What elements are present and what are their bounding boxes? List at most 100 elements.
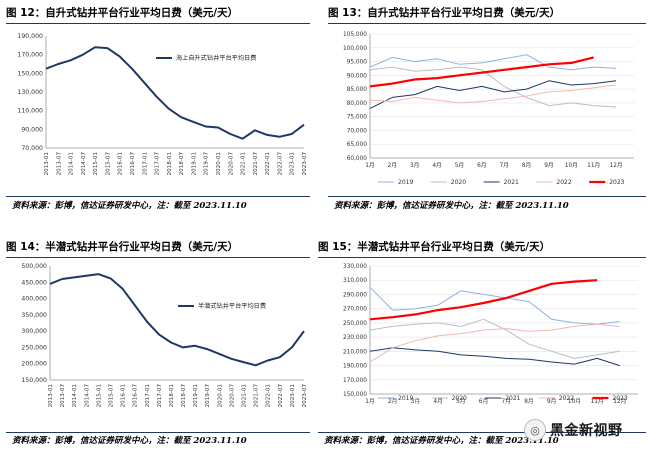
y-tick-label: 350,000 <box>21 312 47 319</box>
y-tick-label: 150,000 <box>21 377 47 384</box>
x-tick-label: 2021-07 <box>253 152 259 176</box>
x-tick-label: 2018-07 <box>181 384 187 408</box>
legend-label: 2023 <box>612 395 627 402</box>
y-tick-label: 110,000 <box>17 108 43 115</box>
x-tick-label: 2017-07 <box>155 152 161 176</box>
y-tick-label: 150,000 <box>343 392 367 398</box>
source-divider <box>6 432 310 433</box>
chart-panel-13: 图 13：自升式钻井平台行业平均日费（美元/天） 60,000 65,000 70,… <box>328 6 646 216</box>
legend-label: 2019 <box>398 179 413 186</box>
y-tick-label: 80,000 <box>347 101 368 107</box>
y-tick-label: 210,000 <box>343 349 367 355</box>
x-tick-label: 2015-07 <box>108 384 114 408</box>
x-tick-label: 6月 <box>477 162 487 169</box>
x-tick-label: 7月 <box>499 162 509 169</box>
title-divider <box>328 23 646 24</box>
figure-title: 图 12：自升式钻井平台行业平均日费（美元/天） <box>6 7 239 19</box>
title-divider <box>6 257 310 258</box>
x-tick-label: 2021-07 <box>254 384 260 408</box>
x-tick-label: 2013-07 <box>56 152 62 176</box>
x-tick-label: 3月 <box>411 398 421 405</box>
y-tick-label: 270,000 <box>343 307 367 313</box>
y-tick-label: 70,000 <box>347 128 368 134</box>
source-note: 资料来源：彭博，信达证券研发中心，注：截至 2023.11.10 <box>12 436 247 446</box>
y-tick-label: 230,000 <box>343 335 367 341</box>
chart-panel-14: 图 14：半潜式钻井平台行业平均日费（美元/天） 150,000 200,000 2… <box>6 240 310 448</box>
source-note: 资料来源：彭博，信达证券研发中心，注：截至 2023.11.10 <box>334 201 569 211</box>
x-tick-label: 2016-07 <box>130 152 136 176</box>
y-tick-label: 200,000 <box>21 361 47 368</box>
x-tick-label: 11月 <box>591 398 604 405</box>
figure-title: 图 14：半潜式钻井平台行业平均日费（美元/天） <box>6 241 239 253</box>
y-tick-label: 190,000 <box>17 33 43 40</box>
x-tick-label: 8月 <box>522 162 532 169</box>
x-tick-label: 2013-01 <box>48 384 54 408</box>
y-tick-label: 450,000 <box>21 279 47 286</box>
series-line <box>369 347 620 367</box>
line-chart: 150,000 170,000 190,000 210,000 230,000 250,0… <box>343 264 638 405</box>
x-tick-label: 2021-01 <box>242 384 248 408</box>
x-tick-label: 5月 <box>455 162 465 169</box>
legend-label: 2021 <box>505 395 520 402</box>
watermark-text: 黑金新视野 <box>550 423 623 439</box>
x-tick-label: 2020-01 <box>217 384 223 408</box>
x-tick-label: 5月 <box>456 398 466 405</box>
x-tick-label: 2015-07 <box>105 152 111 176</box>
y-tick-label: 75,000 <box>347 115 368 121</box>
x-tick-label: 8月 <box>524 398 534 405</box>
x-tick-label: 2014-01 <box>69 152 75 176</box>
x-tick-label: 9月 <box>544 162 554 169</box>
y-tick-label: 300,000 <box>21 328 47 335</box>
legend-label: 海上自升式钻井平台平均日费 <box>176 54 256 62</box>
source-divider <box>318 432 646 433</box>
y-tick-label: 100,000 <box>343 46 367 52</box>
series-line <box>369 286 620 325</box>
x-tick-label: 2019-07 <box>204 152 210 176</box>
x-tick-label: 2018-01 <box>169 384 175 408</box>
y-tick-label: 65,000 <box>347 142 368 148</box>
y-tick-label: 150,000 <box>17 70 43 77</box>
x-tick-label: 2月 <box>388 398 398 405</box>
series-line <box>369 279 598 321</box>
y-tick-label: 190,000 <box>343 364 367 370</box>
series-line <box>369 84 617 104</box>
x-tick-label: 1月 <box>365 162 375 169</box>
x-tick-label: 2019-01 <box>193 384 199 408</box>
x-tick-label: 4月 <box>433 398 443 405</box>
title-divider <box>6 23 310 24</box>
x-tick-label: 2015-01 <box>93 152 99 176</box>
legend-label: 2022 <box>559 395 574 402</box>
x-tick-label: 10月 <box>565 162 578 169</box>
legend-label: 半潜式钻井平台平均日费 <box>198 302 266 310</box>
series-line <box>369 54 617 71</box>
x-tick-label: 2017-01 <box>142 152 148 176</box>
y-tick-label: 250,000 <box>21 344 47 351</box>
x-tick-label: 2015-01 <box>96 384 102 408</box>
line-chart: 60,000 65,000 70,000 75,000 80,000 85,000 90,0… <box>343 32 634 186</box>
y-tick-label: 85,000 <box>347 87 368 93</box>
y-tick-label: 170,000 <box>17 52 43 59</box>
y-tick-label: 400,000 <box>21 296 47 303</box>
series-line <box>369 80 617 109</box>
line-chart: 150,000 200,000 250,000 300,000 350,000 400,0… <box>21 263 308 408</box>
x-tick-label: 3月 <box>410 162 420 169</box>
y-tick-label: 95,000 <box>347 60 368 66</box>
x-tick-label: 2月 <box>388 162 398 169</box>
x-tick-label: 2023-07 <box>302 384 308 408</box>
source-divider <box>328 196 646 197</box>
title-divider <box>318 257 646 258</box>
y-tick-label: 290,000 <box>343 292 367 298</box>
x-tick-label: 12月 <box>610 162 623 169</box>
x-tick-label: 2016-01 <box>118 152 124 176</box>
x-tick-label: 2017-07 <box>157 384 163 408</box>
y-tick-label: 170,000 <box>343 378 367 384</box>
x-tick-label: 2022-01 <box>266 384 272 408</box>
line-chart: 70,000 90,000 110,000 130,000 150,000 170,000… <box>17 33 308 176</box>
x-tick-label: 2014-01 <box>72 384 78 408</box>
y-tick-label: 105,000 <box>343 32 367 38</box>
x-tick-label: 2016-07 <box>133 384 139 408</box>
series-line <box>369 56 594 88</box>
figure-title: 图 13：自升式钻井平台行业平均日费（美元/天） <box>328 7 561 19</box>
x-tick-label: 2018-07 <box>179 152 185 176</box>
x-tick-label: 2023-01 <box>290 152 296 176</box>
